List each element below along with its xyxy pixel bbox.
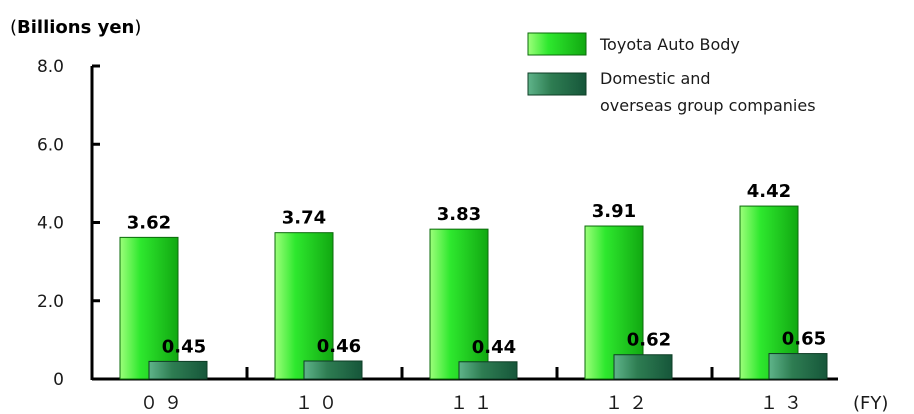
x-axis-ticks: ０９ １０ １１ １２ １３	[140, 367, 808, 414]
data-label-toyota-auto-body: 4.42	[747, 181, 791, 202]
x-tick-label: ０９	[140, 393, 188, 414]
x-tick-label: １２	[605, 393, 653, 414]
bar-group-companies	[303, 360, 363, 380]
bar-group-companies	[613, 354, 673, 380]
y-tick-label: 0	[53, 370, 64, 390]
data-label-toyota-auto-body: 3.83	[437, 204, 481, 225]
bar-toyota-auto-body	[274, 232, 334, 380]
y-tick-label: 4.0	[37, 214, 64, 234]
bar-group-companies	[458, 361, 518, 380]
legend: Toyota Auto Body Domestic and overseas g…	[527, 32, 816, 115]
bar-toyota-auto-body	[584, 225, 644, 380]
bar-group-companies	[768, 353, 828, 380]
y-unit-label: (Billions yen)	[10, 17, 141, 38]
legend-label-toyota-auto-body: Toyota Auto Body	[599, 35, 740, 54]
data-label-group-companies: 0.44	[472, 337, 516, 358]
x-axis-label: (FY)	[853, 393, 888, 414]
y-tick-label: 6.0	[37, 135, 64, 155]
y-tick-label: 8.0	[37, 57, 64, 77]
bar-group-companies	[148, 360, 208, 380]
x-tick-label: １１	[450, 393, 498, 414]
data-label-group-companies: 0.65	[782, 329, 826, 350]
legend-label-group-companies-line2: overseas group companies	[600, 96, 816, 115]
data-label-toyota-auto-body: 3.91	[592, 201, 636, 222]
legend-label-group-companies-line1: Domestic and	[600, 69, 711, 88]
x-tick-label: １３	[760, 393, 808, 414]
legend-swatch-toyota-auto-body	[527, 32, 587, 56]
y-tick-label: 2.0	[37, 292, 64, 312]
data-label-toyota-auto-body: 3.62	[127, 212, 171, 233]
data-label-group-companies: 0.62	[627, 330, 671, 351]
bar-toyota-auto-body	[429, 228, 489, 380]
bar-series: 3.62 0.45 3.74 0.46 3.83 0.44 3.91 0.62 4.42 0.65	[119, 181, 828, 380]
y-axis-ticks: 0 2.0 4.0 6.0 8.0	[37, 57, 100, 390]
legend-swatch-group-companies	[527, 72, 587, 96]
data-label-toyota-auto-body: 3.74	[282, 208, 326, 229]
data-label-group-companies: 0.46	[317, 336, 361, 357]
data-label-group-companies: 0.45	[162, 336, 206, 357]
bar-toyota-auto-body	[119, 236, 179, 380]
x-tick-label: １０	[295, 393, 343, 414]
bar-toyota-auto-body	[739, 205, 799, 380]
